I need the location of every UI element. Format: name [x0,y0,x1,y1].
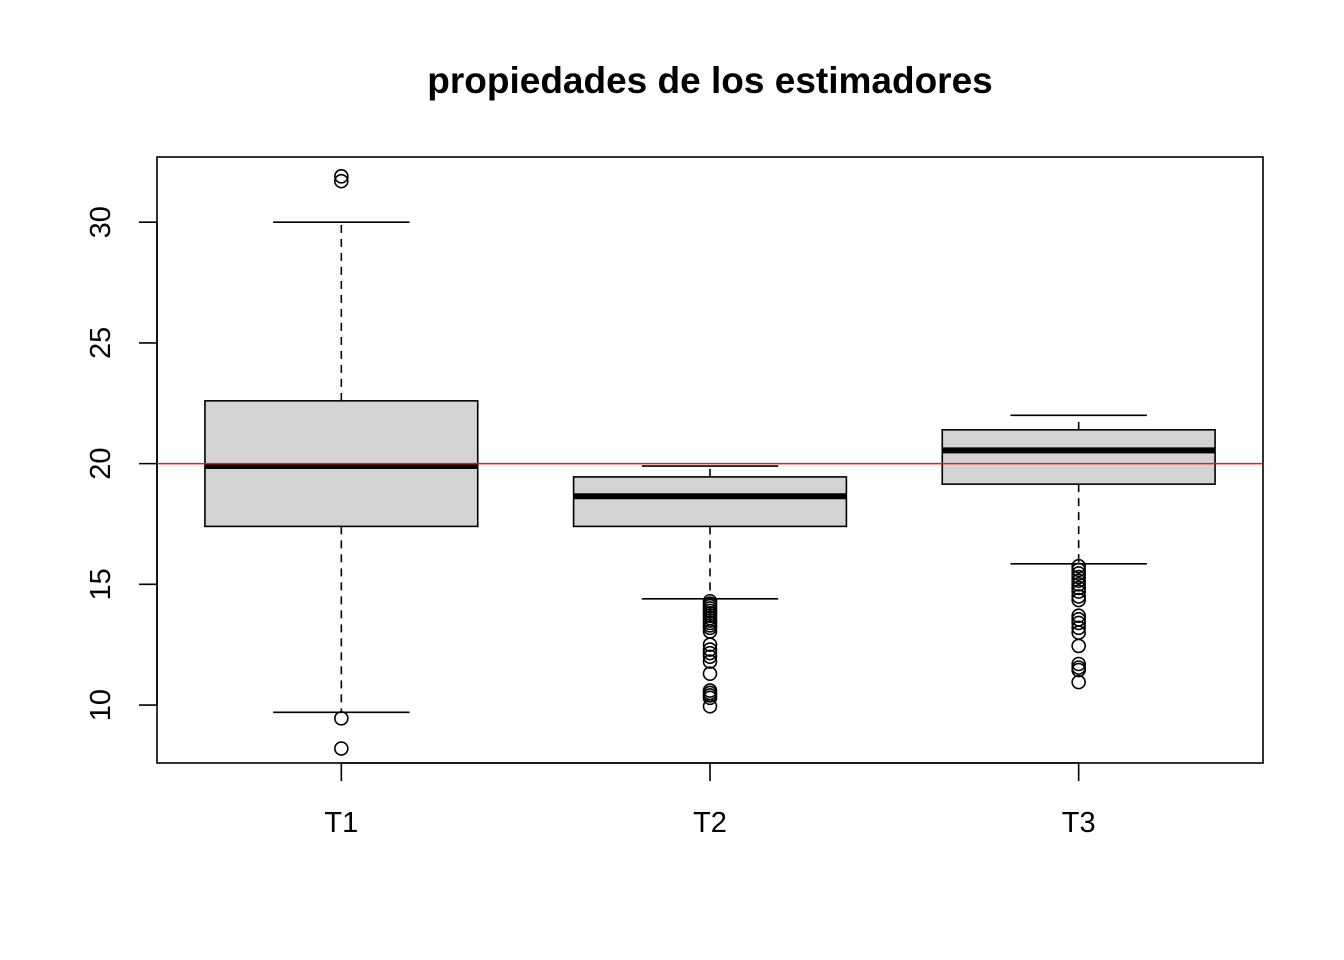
outlier-point [1071,569,1086,585]
outlier-point [1071,558,1086,574]
iqr-box [572,476,848,528]
outlier-point [1071,566,1086,581]
outlier-point [702,637,718,652]
boxes [204,169,1216,756]
outlier-point [702,698,718,714]
outlier-point [1071,577,1086,592]
outlier-point [1071,573,1086,589]
box-T1 [204,169,479,756]
outlier-point [702,642,718,657]
outlier-point [702,690,718,706]
outlier-point [1071,589,1086,604]
outlier-point [702,654,718,669]
outlier-point [702,666,718,681]
outlier-point [1071,562,1086,578]
y-tick-label: 30 [85,206,117,238]
outlier-point [702,620,718,636]
y-tick-label: 10 [85,689,117,721]
outlier-point [702,649,718,665]
y-tick-label: 20 [85,447,117,479]
outlier-point [1071,584,1086,599]
outlier-point [334,711,349,726]
x-axis: T1 T2 T3 [324,762,1096,839]
outlier-point [1071,638,1086,654]
outlier-point [334,741,349,756]
x-tick-label: T2 [693,807,727,839]
outlier-point [1071,608,1086,624]
outlier-point [1071,615,1086,631]
outlier-point [1071,592,1086,608]
box-T2 [572,465,848,714]
x-tick-label: T1 [324,807,358,839]
outlier-point [1071,662,1086,678]
chart-title: propiedades de los estimadores [427,60,992,101]
outlier-point [1071,674,1086,690]
outlier-point [1071,620,1086,636]
outlier-point [1071,656,1086,672]
outlier-point [334,173,349,189]
outlier-point [1071,580,1086,596]
box-T3 [941,414,1216,690]
iqr-box [941,429,1216,485]
outlier-point [334,169,349,184]
x-tick-label: T3 [1062,807,1096,839]
y-tick-label: 25 [85,327,117,359]
outlier-point [702,645,718,661]
y-axis: 10 15 20 25 30 [85,206,158,721]
y-tick-label: 15 [85,568,117,600]
